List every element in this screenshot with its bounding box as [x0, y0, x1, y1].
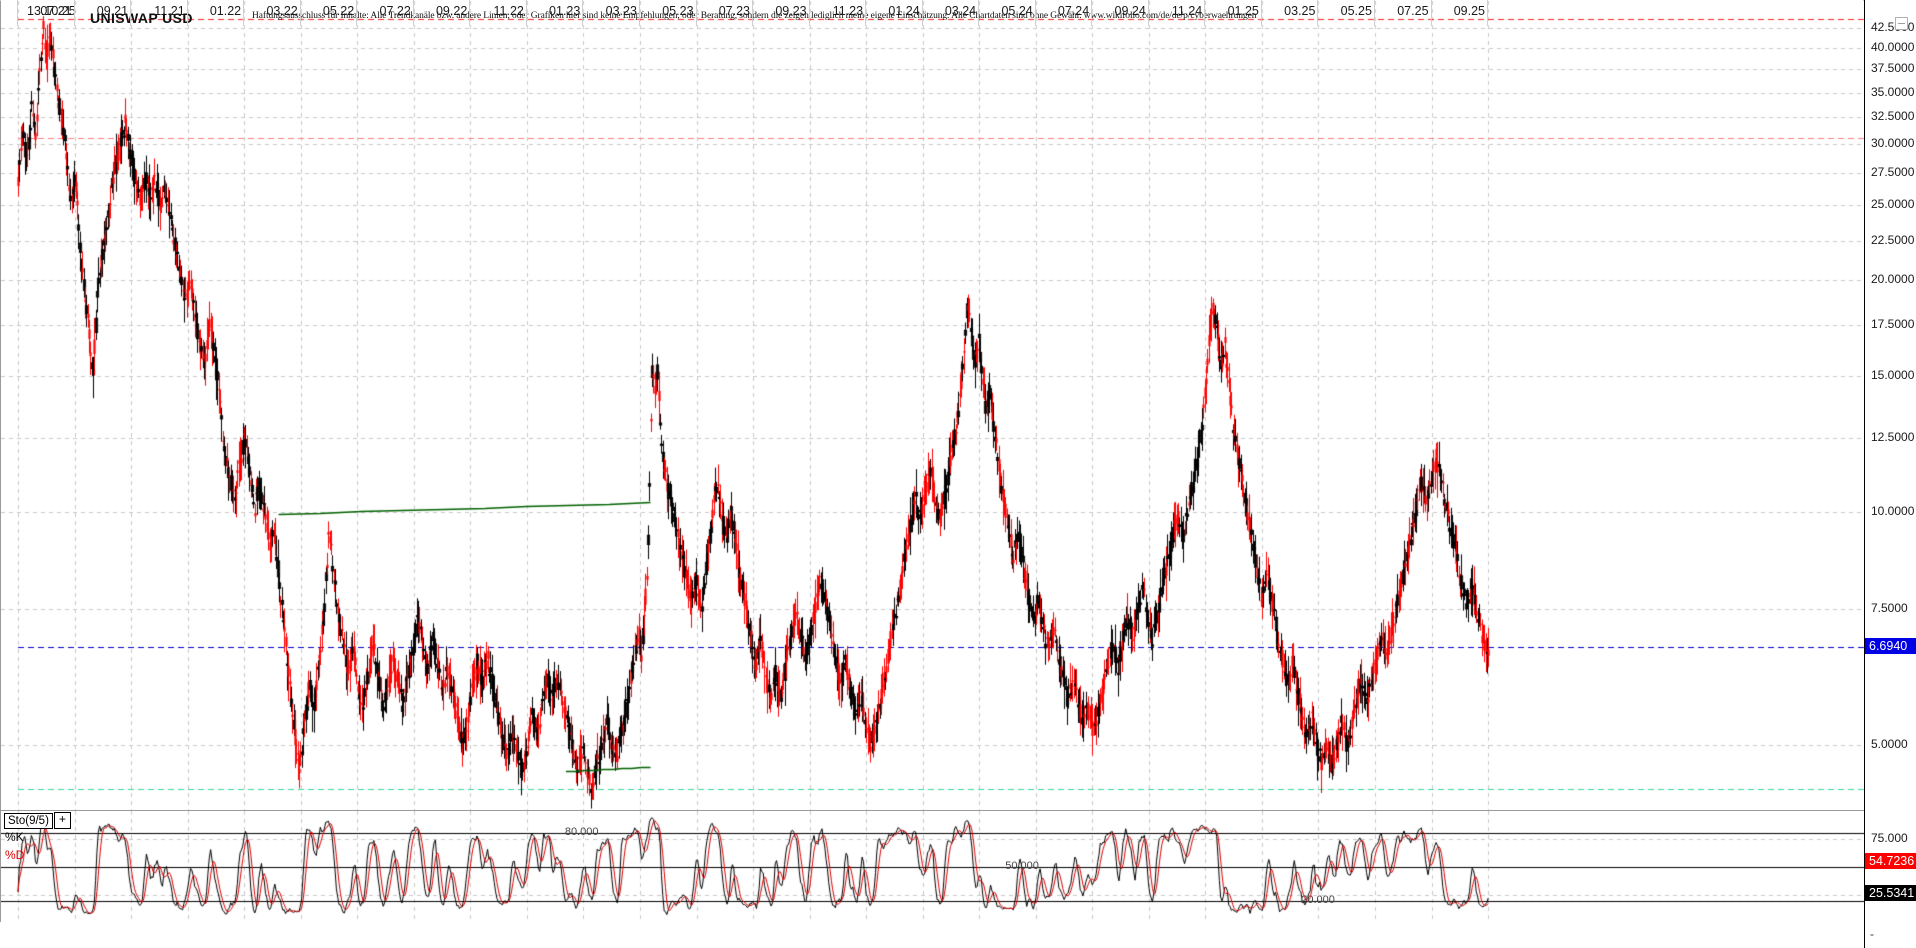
- date-axis-tick: 11.22: [493, 4, 524, 18]
- date-axis-tick: 09.22: [435, 4, 468, 18]
- price-axis-tick: 12.5000: [1871, 429, 1915, 444]
- price-axis-tick: 37.5000: [1871, 61, 1915, 76]
- date-axis-separator: [809, 0, 810, 26]
- stochastic-panel[interactable]: [0, 810, 1865, 923]
- date-axis-tick: 07.25: [1397, 4, 1429, 18]
- date-axis-tick: 05.25: [1340, 4, 1372, 18]
- date-axis-tick: 09.25: [1453, 4, 1485, 18]
- date-axis-separator: [582, 0, 583, 26]
- price-axis-tick: 32.5000: [1871, 109, 1915, 124]
- date-axis-separator: [17, 0, 18, 26]
- date-axis-tick: 09.23: [775, 4, 807, 18]
- date-axis-separator: [1431, 0, 1432, 26]
- date-axis-separator: [1035, 0, 1036, 26]
- percent-d-label: %D: [5, 848, 25, 862]
- date-axis-separator: [639, 0, 640, 26]
- price-axis-tick: 10.0000: [1871, 504, 1915, 519]
- date-axis-tick: 11.24: [1171, 4, 1203, 18]
- date-axis-separator: [1261, 0, 1262, 26]
- date-axis-separator: [356, 0, 357, 26]
- date-axis-separator: [1374, 0, 1375, 26]
- date-axis-tick: 03.25: [1284, 4, 1316, 18]
- stochastic-level-label: 50.000: [1005, 860, 1039, 872]
- expand-indicator-button[interactable]: +: [53, 812, 71, 829]
- date-axis-separator: [526, 0, 527, 26]
- date-axis-separator: [300, 0, 301, 26]
- date-axis-separator: [1091, 0, 1092, 26]
- price-axis-tick: 5.0000: [1871, 736, 1908, 751]
- price-axis-tick: 22.5000: [1871, 232, 1915, 247]
- stochastic-level-label: 80.000: [564, 826, 599, 839]
- date-axis-tick: 01.23: [549, 4, 581, 18]
- collapse-panel-button[interactable]: [1895, 17, 1908, 30]
- date-axis-tick: 07.23: [718, 4, 750, 18]
- price-axis-tick: 30.0000: [1871, 136, 1915, 151]
- date-axis-separator: [1487, 0, 1488, 26]
- date-axis-tick: 13.10.25: [27, 4, 76, 18]
- stochastic-canvas[interactable]: [1, 811, 1865, 923]
- price-tag: 6.6940: [1865, 637, 1916, 654]
- price-chart-panel[interactable]: [0, 0, 1865, 811]
- date-axis-tick: 09.24: [1114, 4, 1146, 18]
- price-axis-tick: 17.5000: [1871, 316, 1915, 331]
- date-axis-tick: 03.24: [944, 4, 977, 18]
- date-axis-tick: 11.21: [154, 4, 185, 18]
- date-axis-separator: [1204, 0, 1205, 26]
- date-axis-tick: 01.22: [209, 4, 242, 18]
- date-axis-separator: [130, 0, 131, 26]
- price-axis-tick: 40.0000: [1871, 39, 1915, 54]
- date-axis-separator: [865, 0, 866, 26]
- price-axis-tick: 20.0000: [1871, 272, 1915, 287]
- date-axis-tick: 01.24: [888, 4, 920, 18]
- price-axis-tick: 35.0000: [1871, 84, 1915, 99]
- price-axis[interactable]: 42.5000 40.0000 37.5000 35.0000 32.5000 30.00…: [1864, 0, 1916, 922]
- date-axis-tick: 03.22: [266, 4, 298, 18]
- price-axis-tick: 7.5000: [1871, 600, 1908, 615]
- axis-corner-divider: [1864, 922, 1865, 948]
- date-axis-separator: [978, 0, 979, 26]
- price-axis-tick: 27.5000: [1871, 165, 1915, 180]
- stochastic-badge[interactable]: Sto(9/5) +: [4, 812, 71, 829]
- disclaimer-text: Haftungsausschluss für Inhalte: Alle Tre…: [252, 11, 1257, 21]
- date-axis-separator: [243, 0, 244, 26]
- date-axis-separator: [752, 0, 753, 26]
- date-axis-separator: [1148, 0, 1149, 26]
- date-axis-separator: [413, 0, 414, 26]
- date-axis-tick: 09.21: [96, 4, 129, 18]
- date-axis-tick: 05.24: [1001, 4, 1033, 18]
- axis-footer-dash: -: [1870, 927, 1874, 941]
- date-axis-tick: 07.22: [379, 4, 411, 18]
- date-axis-tick: 03.23: [605, 4, 637, 18]
- stochastic-axis-tick: 75.000: [1871, 831, 1908, 845]
- date-axis-tick: 07.21: [40, 4, 72, 18]
- price-canvas[interactable]: [1, 1, 1865, 811]
- date-axis-separator: [187, 0, 188, 26]
- stochastic-level-label: 20.000: [1301, 893, 1335, 906]
- date-axis-tick: 05.22: [322, 4, 355, 18]
- stochastic-name-label: Sto(9/5): [4, 812, 53, 829]
- date-axis-separator: [922, 0, 923, 26]
- price-axis-tick: 15.0000: [1871, 368, 1915, 383]
- date-axis-separator: [1317, 0, 1318, 26]
- date-axis-tick: 11.23: [832, 4, 864, 18]
- price-tag: 54.7236: [1865, 852, 1916, 869]
- date-axis-tick: 01.25: [1227, 4, 1259, 18]
- price-tag: 25.5341: [1865, 885, 1916, 902]
- date-axis-tick: 07.24: [1057, 4, 1090, 18]
- page-title: UNISWAP USD: [90, 10, 193, 26]
- date-axis-separator: [74, 0, 75, 26]
- percent-k-label: %K: [5, 830, 24, 844]
- date-axis-separator: [469, 0, 470, 26]
- date-axis-separator: [696, 0, 697, 26]
- date-axis-tick: 05.23: [662, 4, 694, 18]
- price-axis-tick: 25.0000: [1871, 197, 1915, 212]
